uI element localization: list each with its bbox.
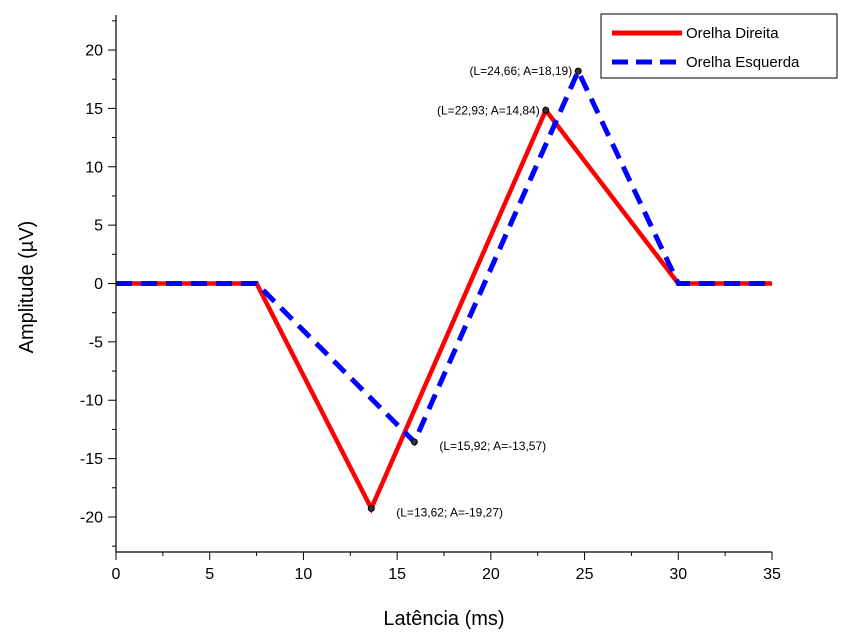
- x-tick-label: 5: [205, 566, 214, 583]
- series-line-orelha-esquerda: [116, 65, 772, 447]
- peak-marker: [367, 504, 375, 512]
- peak-annotation: (L=24,66; A=18,19): [469, 64, 572, 78]
- peak-annotation: (L=22,93; A=14,84): [437, 103, 540, 117]
- y-tick-label: 20: [85, 43, 103, 60]
- x-tick-label: 10: [295, 566, 313, 583]
- x-tick-label: 35: [763, 566, 781, 583]
- x-tick-label: 25: [576, 566, 594, 583]
- y-tick-label: 0: [94, 276, 103, 293]
- y-tick-label: 15: [85, 101, 103, 118]
- legend-label-orelha-esquerda: Orelha Esquerda: [686, 54, 800, 71]
- y-ticks: -20 -15 -10 -5 0 5 10 15 20: [80, 20, 116, 547]
- x-tick-label: 0: [112, 566, 121, 583]
- legend-label-orelha-direita: Orelha Direita: [686, 25, 779, 42]
- y-tick-label: -10: [80, 393, 103, 410]
- y-tick-label: 10: [85, 159, 103, 176]
- peak-marker: [574, 67, 582, 75]
- legend: Orelha Direita Orelha Esquerda: [600, 13, 838, 79]
- x-ticks: 0 5 10 15 20 25 30 35: [112, 552, 781, 583]
- legend-box: [600, 13, 838, 79]
- annotation-layer: (L=24,66; A=18,19) (L=22,93; A=14,84) (L=1…: [396, 64, 572, 519]
- marker-layer: [367, 67, 582, 512]
- peak-marker: [542, 106, 550, 114]
- series-layer: [116, 65, 772, 514]
- peak-annotation: (L=15,92; A=-13,57): [439, 439, 546, 453]
- y-axis-title: Amplitude (µV): [16, 221, 38, 354]
- y-tick-label: -15: [80, 451, 103, 468]
- x-tick-label: 20: [482, 566, 500, 583]
- x-axis-title: Latência (ms): [383, 608, 504, 630]
- y-tick-label: -5: [89, 334, 103, 351]
- y-tick-label: -20: [80, 509, 103, 526]
- peak-annotation: (L=13,62; A=-19,27): [396, 505, 503, 519]
- series-line-orelha-direita: [116, 105, 772, 514]
- x-tick-label: 30: [669, 566, 687, 583]
- x-tick-label: 15: [388, 566, 406, 583]
- peak-marker: [410, 438, 418, 446]
- y-tick-label: 5: [94, 218, 103, 235]
